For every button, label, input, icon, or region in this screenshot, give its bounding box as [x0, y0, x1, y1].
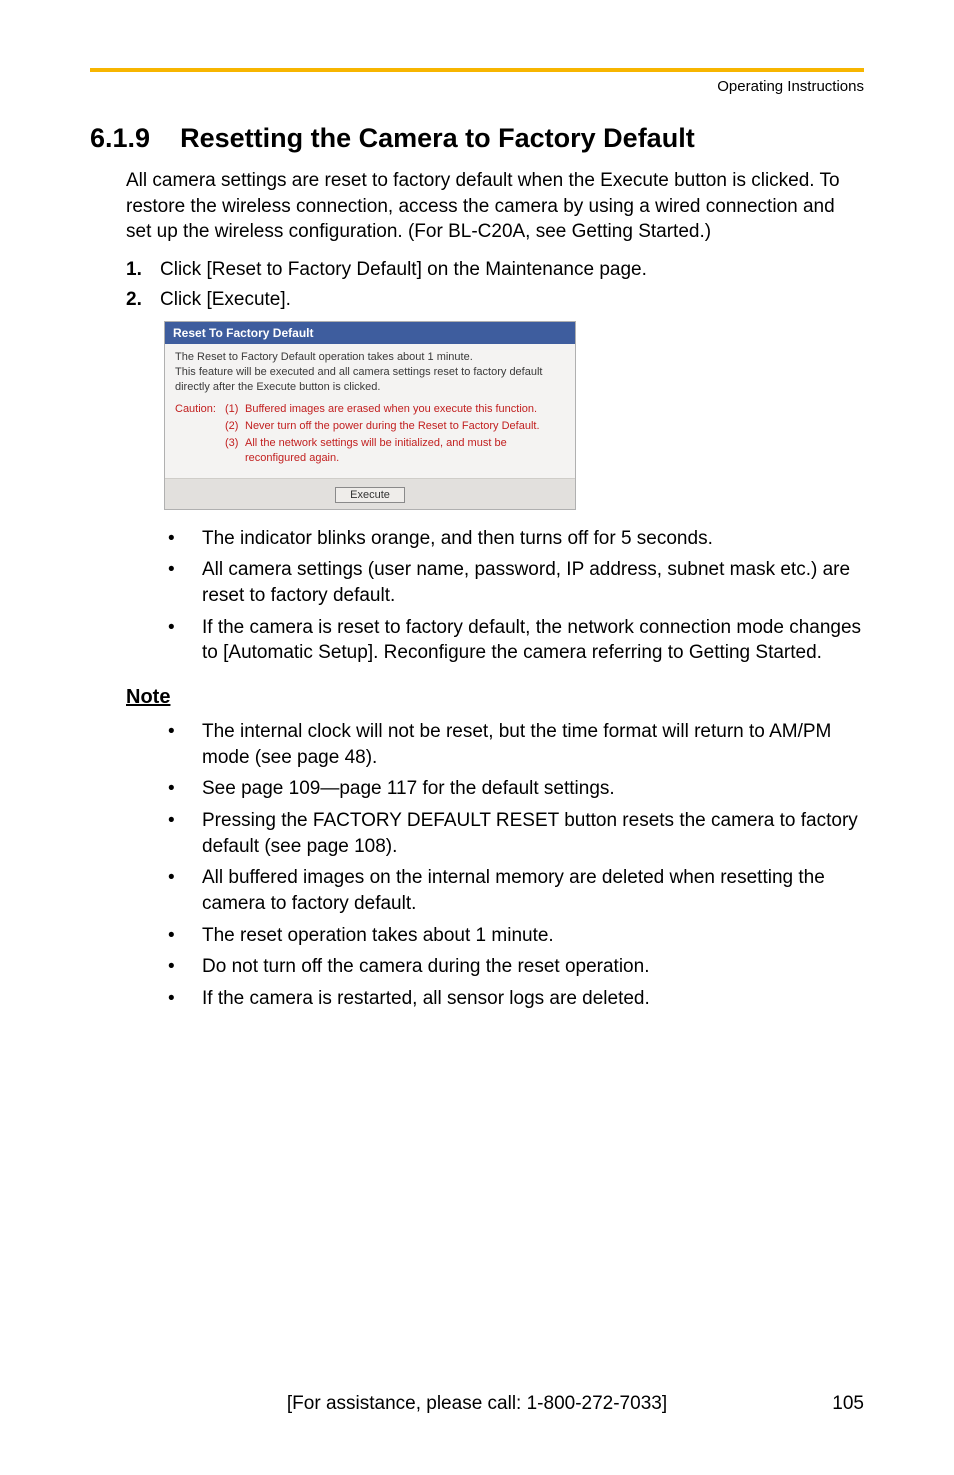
bullet-text: If the camera is reset to factory defaul… — [202, 615, 864, 666]
dialog-body: The Reset to Factory Default operation t… — [165, 344, 575, 478]
bullet-text: Do not turn off the camera during the re… — [202, 954, 649, 980]
caution-item: (3) All the network settings will be ini… — [225, 436, 565, 466]
step-list: 1. Click [Reset to Factory Default] on t… — [126, 259, 864, 311]
bullet-icon: • — [168, 923, 202, 949]
bullet-text: The internal clock will not be reset, bu… — [202, 719, 864, 770]
caution-item-num: (2) — [225, 419, 245, 434]
list-item: •See page 109—page 117 for the default s… — [168, 776, 864, 802]
page-footer: [For assistance, please call: 1-800-272-… — [90, 1393, 864, 1415]
caution-block: Caution: (1) Buffered images are erased … — [175, 402, 565, 467]
bullet-icon: • — [168, 954, 202, 980]
bullet-text: Pressing the FACTORY DEFAULT RESET butto… — [202, 808, 864, 859]
caution-item-text: Never turn off the power during the Rese… — [245, 419, 540, 434]
list-item: •All buffered images on the internal mem… — [168, 865, 864, 916]
section-title: Resetting the Camera to Factory Default — [180, 123, 695, 153]
bullet-icon: • — [168, 526, 202, 552]
caution-items: (1) Buffered images are erased when you … — [225, 402, 565, 467]
header-accent-line — [90, 68, 864, 72]
step-text: Click [Execute]. — [160, 289, 291, 311]
bullet-icon: • — [168, 808, 202, 859]
bullet-text: The reset operation takes about 1 minute… — [202, 923, 554, 949]
step-number: 2. — [126, 289, 160, 311]
dialog-footer: Execute — [165, 478, 575, 509]
bullet-icon: • — [168, 776, 202, 802]
list-item: •The reset operation takes about 1 minut… — [168, 923, 864, 949]
page-number: 105 — [814, 1393, 864, 1415]
section-number: 6.1.9 — [90, 123, 150, 153]
caution-item-num: (1) — [225, 402, 245, 417]
list-item: •Do not turn off the camera during the r… — [168, 954, 864, 980]
bullet-text: All camera settings (user name, password… — [202, 557, 864, 608]
caution-item: (2) Never turn off the power during the … — [225, 419, 565, 434]
caution-item-num: (3) — [225, 436, 245, 466]
dialog-window: Reset To Factory Default The Reset to Fa… — [164, 321, 576, 510]
note-heading: Note — [126, 686, 864, 709]
footer-spacer — [90, 1393, 140, 1415]
dialog-desc-2: This feature will be executed and all ca… — [175, 365, 565, 395]
list-item: •If the camera is restarted, all sensor … — [168, 986, 864, 1012]
embedded-screenshot: Reset To Factory Default The Reset to Fa… — [164, 321, 864, 510]
caution-label: Caution: — [175, 402, 225, 467]
bullet-icon: • — [168, 865, 202, 916]
step-text: Click [Reset to Factory Default] on the … — [160, 259, 647, 281]
dialog-desc-1: The Reset to Factory Default operation t… — [175, 350, 565, 365]
running-head: Operating Instructions — [90, 78, 864, 95]
section-heading: 6.1.9 Resetting the Camera to Factory De… — [90, 123, 864, 154]
caution-item: (1) Buffered images are erased when you … — [225, 402, 565, 417]
step-item: 2. Click [Execute]. — [126, 289, 864, 311]
bullet-icon: • — [168, 615, 202, 666]
intro-paragraph: All camera settings are reset to factory… — [126, 168, 864, 245]
result-bullets: •The indicator blinks orange, and then t… — [168, 526, 864, 666]
bullet-icon: • — [168, 719, 202, 770]
list-item: •The internal clock will not be reset, b… — [168, 719, 864, 770]
caution-item-text: Buffered images are erased when you exec… — [245, 402, 537, 417]
list-item: •All camera settings (user name, passwor… — [168, 557, 864, 608]
bullet-text: All buffered images on the internal memo… — [202, 865, 864, 916]
bullet-text: If the camera is restarted, all sensor l… — [202, 986, 650, 1012]
note-bullets: •The internal clock will not be reset, b… — [168, 719, 864, 1011]
step-number: 1. — [126, 259, 160, 281]
list-item: •Pressing the FACTORY DEFAULT RESET butt… — [168, 808, 864, 859]
bullet-text: See page 109—page 117 for the default se… — [202, 776, 615, 802]
footer-assist: [For assistance, please call: 1-800-272-… — [140, 1393, 814, 1415]
step-item: 1. Click [Reset to Factory Default] on t… — [126, 259, 864, 281]
bullet-icon: • — [168, 557, 202, 608]
bullet-icon: • — [168, 986, 202, 1012]
caution-item-text: All the network settings will be initial… — [245, 436, 565, 466]
bullet-text: The indicator blinks orange, and then tu… — [202, 526, 713, 552]
execute-button[interactable]: Execute — [335, 487, 405, 503]
list-item: •The indicator blinks orange, and then t… — [168, 526, 864, 552]
list-item: •If the camera is reset to factory defau… — [168, 615, 864, 666]
dialog-titlebar: Reset To Factory Default — [165, 322, 575, 344]
